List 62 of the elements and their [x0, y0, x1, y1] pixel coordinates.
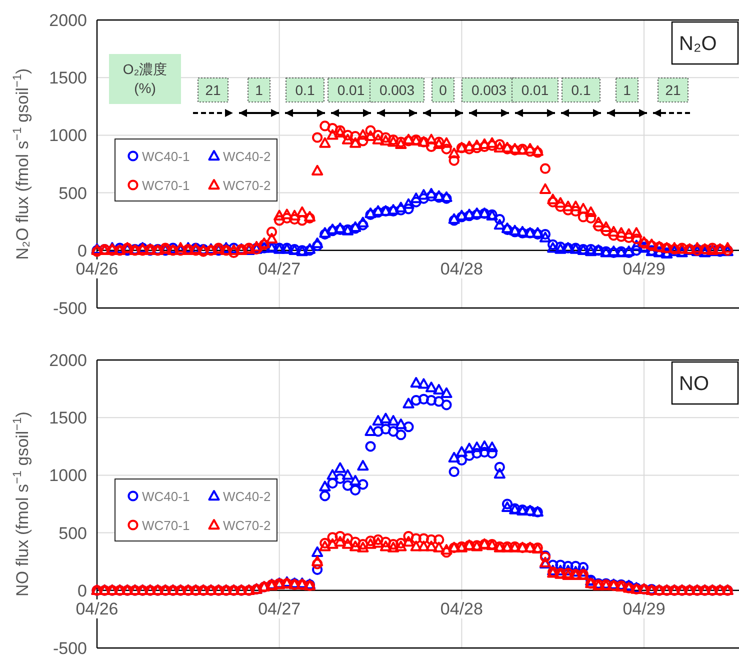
xtick: 04/29: [622, 259, 666, 278]
y-tick-label: 1000: [49, 466, 87, 486]
y-tick-label: 2000: [49, 351, 87, 370]
xtick: 04/28: [439, 599, 484, 618]
annotation: 0.01: [521, 82, 549, 98]
legend-item: WC70-1: [128, 178, 190, 193]
annotation: 21: [205, 82, 221, 98]
y-tick-label: 500: [58, 184, 87, 203]
legend-item: WC40-2: [208, 149, 271, 164]
annotation: 21: [665, 82, 681, 98]
annotation: 21: [198, 78, 228, 102]
legend-item: WC40-2: [208, 489, 271, 504]
legend-item: WC70-2: [208, 178, 271, 193]
y-tick-label: 1500: [49, 68, 87, 88]
legend-item: WC40-1: [128, 489, 190, 504]
legend-label: WC40-2: [223, 149, 271, 164]
annotation: 0.1: [571, 82, 591, 98]
annotation: 0.003: [379, 82, 415, 98]
y-tick-label: 1500: [49, 408, 87, 428]
annotation: 0.003: [462, 78, 516, 102]
y-tick-label: 2000: [49, 11, 87, 30]
legend-label: WC70-2: [223, 178, 271, 193]
y-tick-label: 1000: [49, 126, 87, 146]
annotation: O₂濃度 (%): [109, 54, 181, 104]
annotation: 21: [658, 78, 688, 102]
xtick: 04/26: [74, 259, 120, 278]
title: N₂O: [671, 21, 739, 65]
annotation: 1: [255, 82, 264, 98]
legend-label: WC40-1: [142, 489, 190, 504]
y-tick-label: 0: [78, 241, 87, 260]
annotation: O₂濃度 (%): [122, 61, 168, 96]
y-tick-label: -500: [52, 639, 87, 658]
legend-label: WC70-2: [223, 518, 271, 533]
annotation: 0.01: [337, 82, 365, 98]
legend-item: WC70-2: [208, 518, 271, 533]
annotation: 1: [623, 82, 632, 98]
annotation: 0.1: [562, 78, 600, 102]
legend-label: WC40-2: [223, 489, 271, 504]
y-tick-label: -500: [52, 299, 87, 318]
annotation: 1: [616, 78, 638, 102]
annotation: 0.01: [328, 78, 374, 102]
xtick: 04/27: [257, 259, 302, 278]
annotation: 0.003: [370, 78, 424, 102]
annotation: 0.1: [295, 82, 315, 98]
xtick: 04/29: [622, 599, 666, 618]
legend-label: WC40-1: [142, 149, 190, 164]
legend-item: WC70-1: [128, 518, 190, 533]
annotation: 0.1: [286, 78, 324, 102]
annotation: 0: [439, 82, 448, 98]
xtick: 04/26: [74, 599, 120, 618]
annotation: 0.01: [512, 78, 558, 102]
legend-label: WC70-1: [142, 518, 190, 533]
legend-label: WC70-1: [142, 178, 190, 193]
y-tick-label: 500: [58, 524, 87, 543]
xtick: 04/28: [439, 259, 484, 278]
legend-item: WC40-1: [128, 149, 190, 164]
title: NO: [671, 361, 739, 405]
annotation: 1: [248, 78, 270, 102]
y-tick-label: 0: [78, 581, 87, 600]
annotation: 0.003: [471, 82, 507, 98]
annotation: 0: [432, 78, 454, 102]
xtick: 04/27: [257, 599, 302, 618]
